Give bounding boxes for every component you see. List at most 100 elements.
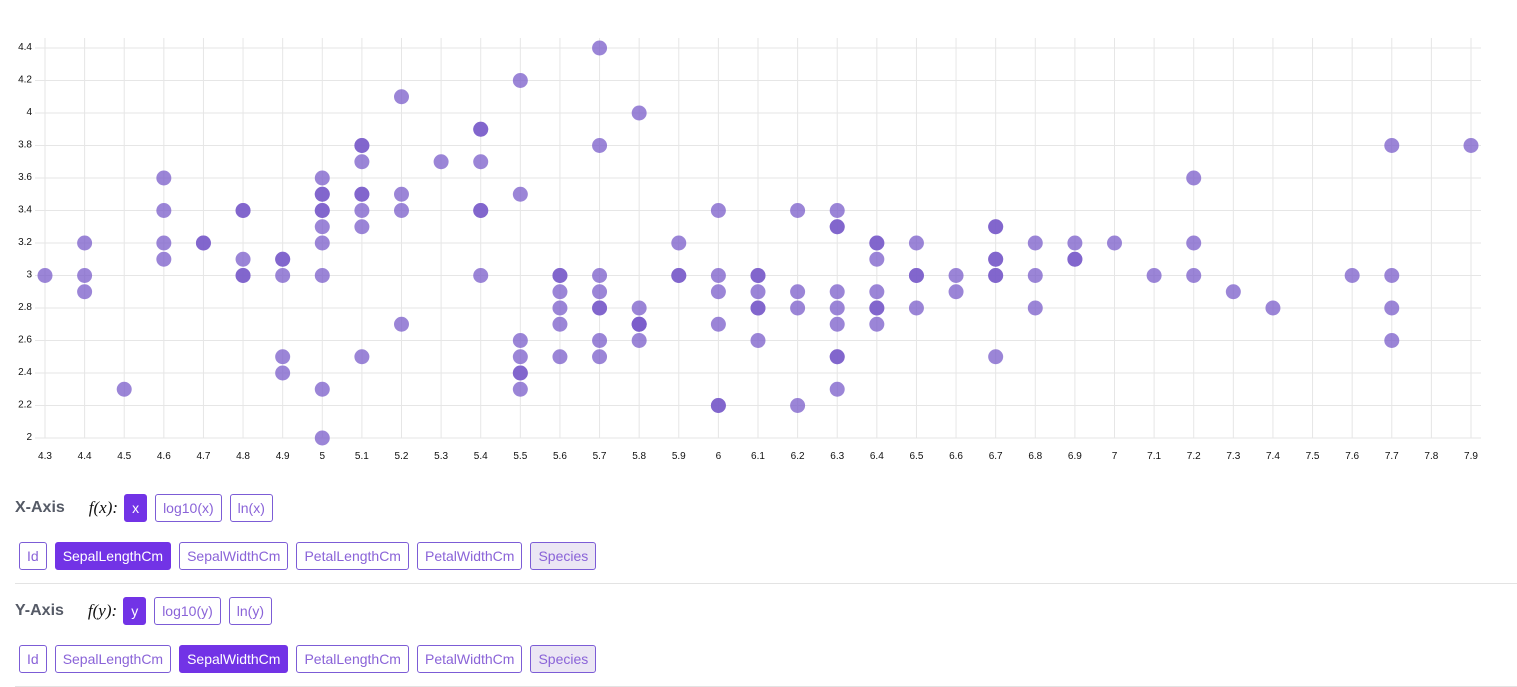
data-point <box>592 284 608 300</box>
data-point <box>908 268 924 283</box>
x-column-button-sepallengthcm[interactable]: SepalLengthCm <box>54 542 172 570</box>
data-point <box>869 316 885 332</box>
y-tick-label: 3 <box>26 270 32 281</box>
data-point <box>829 300 845 316</box>
y-function-label: f(y): <box>87 601 118 620</box>
data-point <box>512 333 528 348</box>
y-fn-button-log10-y[interactable]: log10(y) <box>154 597 221 625</box>
y-tick-label: 2.6 <box>18 335 32 346</box>
x-tick-label: 6.7 <box>989 451 1003 462</box>
data-point <box>1265 300 1281 316</box>
data-point <box>829 219 845 235</box>
data-point <box>275 251 291 267</box>
data-point <box>235 251 251 267</box>
x-tick-label: 5 <box>319 451 325 462</box>
data-point <box>710 268 726 283</box>
data-point <box>394 186 409 202</box>
data-point <box>275 365 291 381</box>
data-point <box>235 268 251 283</box>
x-column-button-species[interactable]: Species <box>530 542 597 570</box>
data-point <box>1225 284 1241 300</box>
data-point <box>512 381 528 397</box>
y-tick-label: 2.4 <box>18 367 32 378</box>
y-axis-ticks: 2 2.2 2.4 2.6 2.8 3 3.2 3.4 3.6 3.8 4 4.2 4.4 <box>18 42 32 443</box>
y-column-button-sepalwidthcm[interactable]: SepalWidthCm <box>179 645 289 673</box>
x-tick-label: 7.1 <box>1147 451 1161 462</box>
data-point <box>1186 170 1202 186</box>
x-function-label: f(x): <box>88 498 119 517</box>
x-tick-label: 5.2 <box>395 451 409 462</box>
y-axis-title: Y-Axis <box>15 602 64 619</box>
data-point <box>354 203 370 218</box>
x-tick-label: 5.1 <box>355 451 369 462</box>
data-point <box>1463 138 1479 153</box>
x-fn-button-ln-x[interactable]: ln(x) <box>229 494 273 522</box>
x-tick-label: 7.3 <box>1226 451 1240 462</box>
x-tick-label: 5.6 <box>553 451 567 462</box>
x-axis-controls: X-Axis f(x): x log10(x) ln(x) Id SepalLengt… <box>15 493 1517 572</box>
data-point <box>592 333 608 348</box>
x-tick-label: 4.7 <box>196 451 210 462</box>
data-point <box>275 349 291 365</box>
y-fn-button-ln-y[interactable]: ln(y) <box>228 597 273 625</box>
x-tick-label: 7.9 <box>1464 451 1478 462</box>
x-fn-button-x[interactable]: x <box>124 494 148 522</box>
x-tick-label: 4.9 <box>276 451 290 462</box>
x-axis-ticks: 4.3 4.4 4.5 4.6 4.7 4.8 4.9 5 5.1 5.2 5.3 5.4 5.5 5.6… <box>38 451 1478 462</box>
data-point <box>710 398 726 413</box>
y-column-button-sepallengthcm[interactable]: SepalLengthCm <box>54 645 172 673</box>
data-point <box>314 219 330 235</box>
data-point <box>473 121 489 137</box>
data-point <box>1344 268 1360 283</box>
data-point <box>156 235 172 251</box>
y-tick-label: 4.4 <box>18 42 32 53</box>
x-function-buttons: x log10(x) ln(x) <box>124 494 281 522</box>
data-point <box>710 203 726 218</box>
x-tick-label: 7.2 <box>1187 451 1201 462</box>
grid <box>35 38 1481 439</box>
x-column-buttons: Id SepalLengthCm SepalWidthCm PetalLengthCm… <box>19 540 1517 572</box>
x-tick-label: 6 <box>716 451 722 462</box>
data-point <box>77 284 93 300</box>
x-column-button-petallengthcm[interactable]: PetalLengthCm <box>296 542 409 570</box>
x-tick-label: 6.8 <box>1028 451 1042 462</box>
data-point <box>592 40 608 56</box>
data-point <box>869 300 885 316</box>
data-point <box>156 203 172 218</box>
y-column-button-petalwidthcm[interactable]: PetalWidthCm <box>416 645 523 673</box>
data-point <box>1107 235 1122 251</box>
y-axis-controls: Y-Axis f(y): y log10(y) ln(y) Id SepalLengt… <box>15 596 1517 675</box>
data-point <box>77 235 93 251</box>
data-point <box>314 170 330 186</box>
x-tick-label: 7.7 <box>1385 451 1399 462</box>
y-column-button-id[interactable]: Id <box>19 645 47 673</box>
x-tick-label: 6.3 <box>830 451 844 462</box>
data-point <box>829 203 845 218</box>
data-point <box>592 349 608 365</box>
data-point <box>552 268 568 283</box>
data-point <box>512 186 528 202</box>
y-tick-label: 3.4 <box>18 205 32 216</box>
data-point <box>1384 268 1400 283</box>
data-point <box>77 268 93 283</box>
x-fn-button-log10-x[interactable]: log10(x) <box>155 494 222 522</box>
x-tick-label: 6.2 <box>791 451 805 462</box>
data-point <box>750 284 766 300</box>
x-column-button-id[interactable]: Id <box>19 542 47 570</box>
y-tick-label: 3.2 <box>18 237 32 248</box>
data-point <box>631 300 647 316</box>
data-point <box>1067 235 1083 251</box>
data-point <box>552 300 568 316</box>
y-tick-label: 2 <box>26 432 32 443</box>
y-column-button-species[interactable]: Species <box>530 645 597 673</box>
data-point <box>354 349 370 365</box>
y-column-button-petallengthcm[interactable]: PetalLengthCm <box>296 645 409 673</box>
x-column-button-sepalwidthcm[interactable]: SepalWidthCm <box>179 542 289 570</box>
data-point <box>552 316 568 332</box>
x-column-button-petalwidthcm[interactable]: PetalWidthCm <box>416 542 523 570</box>
data-point <box>394 316 409 332</box>
data-point <box>275 268 291 283</box>
x-tick-label: 7.5 <box>1306 451 1320 462</box>
y-fn-button-y[interactable]: y <box>123 597 147 625</box>
data-point <box>314 268 330 283</box>
